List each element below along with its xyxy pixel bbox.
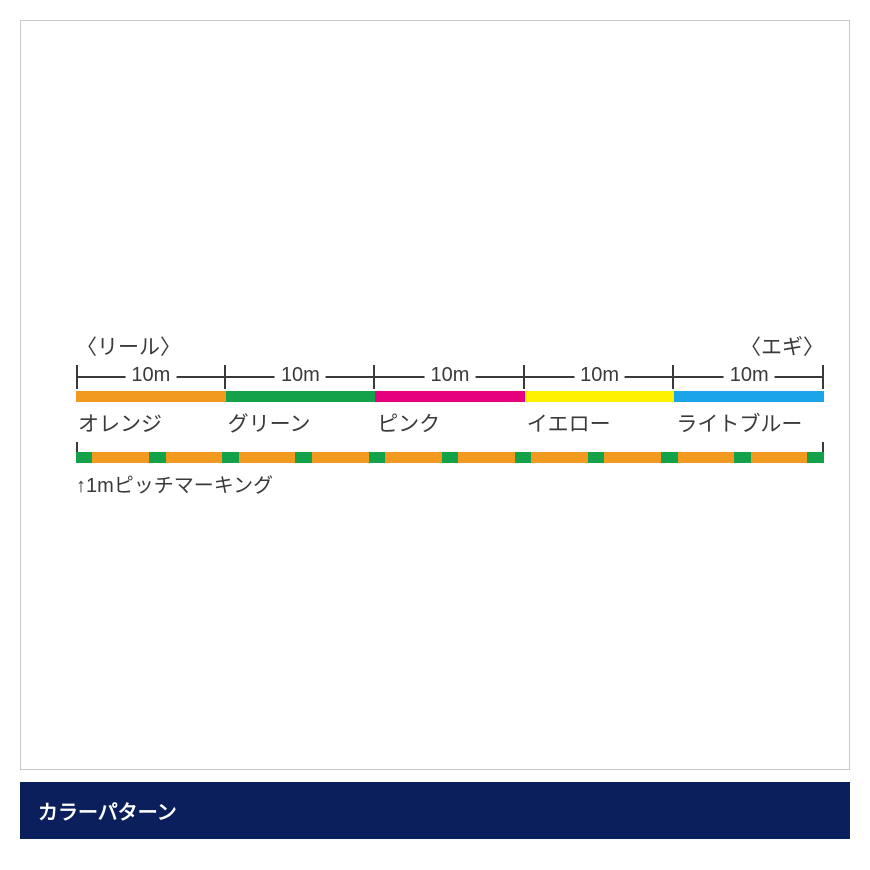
- dimension-length-label: 10m: [574, 364, 625, 387]
- diagram-content: 〈リール〉 〈エギ〉 10m 10m 10m 10m 10m オレンジグリーンピンクイエ…: [76, 331, 824, 498]
- pitch-marking-line: [76, 452, 824, 463]
- color-bar-segment: [525, 391, 675, 402]
- pitch-mark: [661, 452, 677, 463]
- egi-end-label: 〈エギ〉: [740, 331, 824, 361]
- dimension-length-label: 10m: [275, 364, 326, 387]
- color-bar-segment: [226, 391, 376, 402]
- pitch-gap: [239, 452, 296, 463]
- color-name-label: イエロー: [525, 408, 675, 438]
- color-bar-row: [76, 391, 824, 402]
- pitch-gap: [312, 452, 369, 463]
- color-name-label: オレンジ: [76, 408, 226, 438]
- pitch-mark: [588, 452, 604, 463]
- dimension-segment: 10m: [76, 365, 226, 387]
- pitch-mark: [76, 452, 92, 463]
- pitch-gap: [751, 452, 808, 463]
- pitch-bracket: [76, 442, 824, 452]
- pitch-gap: [678, 452, 735, 463]
- pitch-gap: [531, 452, 588, 463]
- diagram-container: 〈リール〉 〈エギ〉 10m 10m 10m 10m 10m オレンジグリーンピンクイエ…: [20, 20, 850, 770]
- color-name-label: グリーン: [226, 408, 376, 438]
- dimension-length-label: 10m: [425, 364, 476, 387]
- dimension-length-label: 10m: [125, 364, 176, 387]
- pitch-mark: [295, 452, 311, 463]
- pitch-marking-label: ↑1mピッチマーキング: [76, 469, 824, 498]
- dimension-length-label: 10m: [724, 364, 775, 387]
- pitch-gap: [166, 452, 223, 463]
- dimension-segment: 10m: [375, 365, 525, 387]
- color-names-row: オレンジグリーンピンクイエローライトブルー: [76, 408, 824, 438]
- dimension-segment: 10m: [674, 365, 824, 387]
- end-labels-row: 〈リール〉 〈エギ〉: [76, 331, 824, 361]
- dimension-segment: 10m: [525, 365, 675, 387]
- color-bar-segment: [76, 391, 226, 402]
- pitch-gap: [92, 452, 149, 463]
- reel-end-label: 〈リール〉: [76, 331, 181, 361]
- color-name-label: ライトブルー: [674, 408, 824, 438]
- pitch-mark: [442, 452, 458, 463]
- color-bar-segment: [674, 391, 824, 402]
- dimension-segment: 10m: [226, 365, 376, 387]
- color-bar-segment: [375, 391, 525, 402]
- pitch-gap: [604, 452, 661, 463]
- dimension-row: 10m 10m 10m 10m 10m: [76, 365, 824, 387]
- pitch-gap: [458, 452, 515, 463]
- pitch-mark: [515, 452, 531, 463]
- caption-bar: カラーパターン: [20, 782, 850, 839]
- pitch-mark: [149, 452, 165, 463]
- pitch-mark: [369, 452, 385, 463]
- pitch-mark: [734, 452, 750, 463]
- pitch-mark: [222, 452, 238, 463]
- pitch-gap: [385, 452, 442, 463]
- pitch-mark: [807, 452, 823, 463]
- color-name-label: ピンク: [375, 408, 525, 438]
